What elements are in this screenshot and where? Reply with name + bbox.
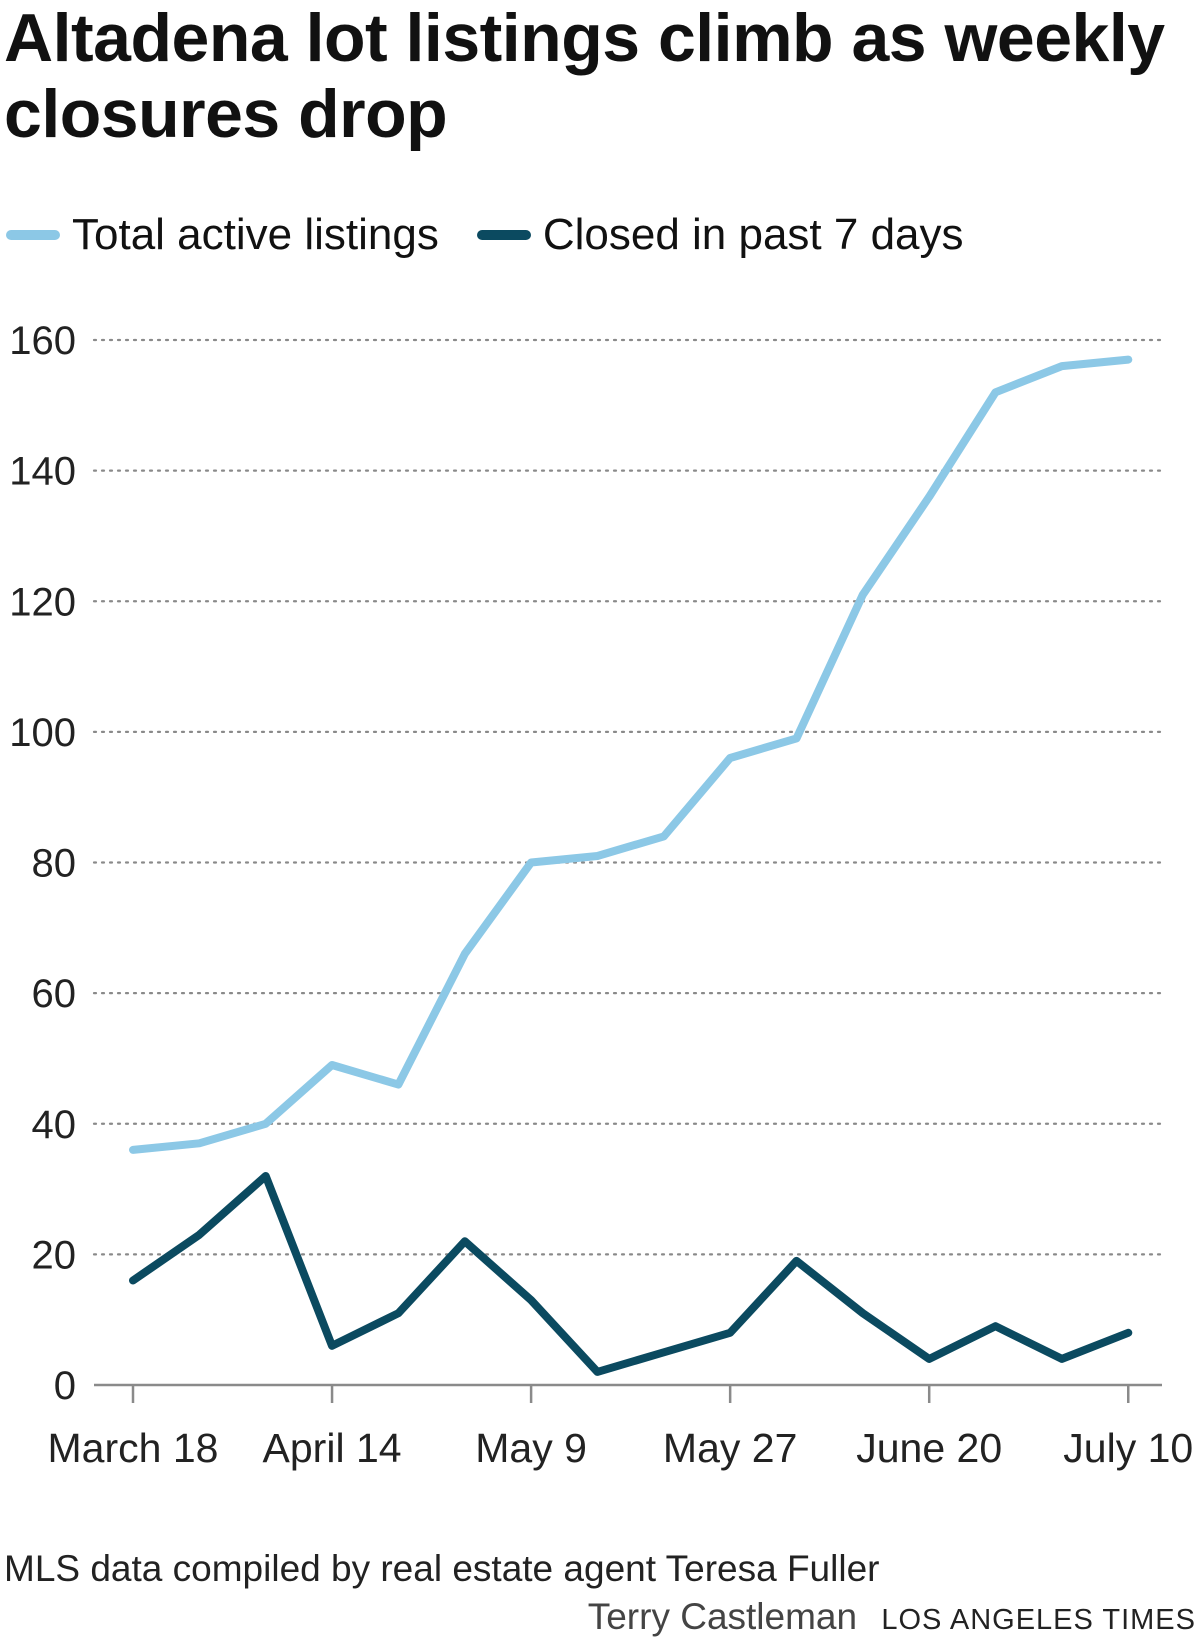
- credit-line: Terry Castleman LOS ANGELES TIMES: [588, 1596, 1196, 1638]
- legend-label-total-active: Total active listings: [72, 210, 439, 259]
- legend-item-total-active: Total active listings: [6, 210, 439, 260]
- chart-title: Altadena lot listings climb as weekly cl…: [4, 0, 1165, 152]
- y-tick-label-100: 100: [9, 711, 76, 755]
- legend-item-closed: Closed in past 7 days: [476, 210, 964, 260]
- x-tick-label-3: May 27: [663, 1425, 797, 1471]
- line-chart: 0 20 40 60 80 100 120 140 160 March 18 April 14 May…: [9, 319, 1193, 1471]
- y-tick-label-120: 120: [9, 580, 76, 624]
- x-tick-label-4: June 20: [856, 1425, 1002, 1471]
- series-line-total-active-listings: [129, 355, 1133, 1154]
- x-tick-label-2: May 9: [475, 1425, 587, 1471]
- y-tick-label-20: 20: [32, 1233, 77, 1277]
- source-note: MLS data compiled by real estate agent T…: [4, 1548, 880, 1589]
- legend: Total active listings Closed in past 7 d…: [6, 205, 1002, 265]
- credit-organization: LOS ANGELES TIMES: [881, 1604, 1196, 1636]
- y-tick-label-40: 40: [32, 1103, 77, 1147]
- x-tick-label-1: April 14: [263, 1425, 402, 1471]
- legend-swatch-total-active: [6, 230, 60, 240]
- y-tick-label-0: 0: [54, 1364, 76, 1408]
- y-tick-label-60: 60: [32, 972, 77, 1016]
- series-line-closed-past-7-days: [129, 1172, 1133, 1376]
- legend-swatch-closed: [476, 230, 531, 240]
- y-tick-label-140: 140: [9, 450, 76, 494]
- y-tick-label-160: 160: [9, 319, 76, 363]
- x-tick-label-5: July 10: [1063, 1425, 1193, 1471]
- y-tick-label-80: 80: [32, 842, 77, 886]
- x-tick-label-0: March 18: [48, 1425, 219, 1471]
- credit-author: Terry Castleman: [587, 1596, 858, 1637]
- legend-label-closed: Closed in past 7 days: [542, 210, 964, 259]
